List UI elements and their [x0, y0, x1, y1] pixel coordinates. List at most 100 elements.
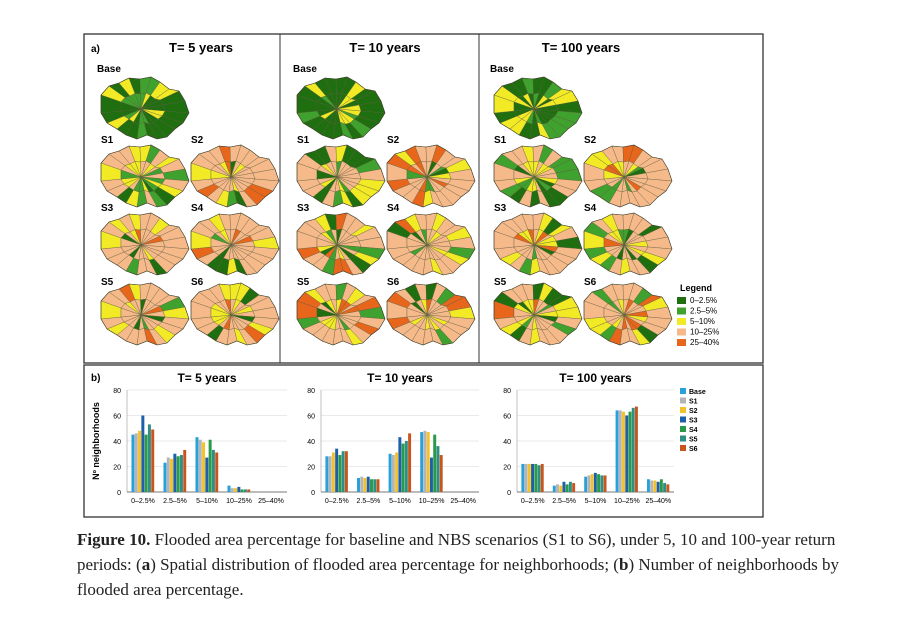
- map-outline: [190, 144, 280, 208]
- map-outline: [100, 212, 190, 276]
- caption-ref-a: a: [141, 555, 151, 574]
- bar-s3: [656, 481, 660, 492]
- scenario-label: S6: [387, 277, 400, 288]
- bar-s6: [603, 475, 607, 492]
- flood-map-s6-t0: [190, 282, 280, 346]
- flood-map-base-t0: [100, 76, 190, 140]
- neighborhood-cell: [120, 237, 142, 248]
- legend-swatch: [680, 416, 686, 423]
- chart-legend-label: S2: [689, 408, 698, 415]
- bar-s1: [423, 430, 427, 492]
- scenario-label: S6: [191, 277, 204, 288]
- y-tick-label: 40: [503, 439, 511, 446]
- y-tick-label: 40: [307, 439, 315, 446]
- bar-s1: [650, 480, 654, 492]
- bar-s4: [144, 434, 148, 492]
- flood-map-s5-t1: [296, 282, 386, 346]
- neighborhood-cell: [316, 237, 338, 248]
- y-tick-label: 80: [113, 388, 121, 395]
- flood-map-s6-t1: [386, 282, 476, 346]
- y-tick-label: 60: [113, 414, 121, 421]
- y-tick-label: 80: [307, 388, 315, 395]
- neighborhood-cell: [513, 101, 535, 112]
- flood-map-s6-t2: [583, 282, 673, 346]
- panel-a-maps: a) T= 5 years T= 10 years T= 100 years B…: [83, 33, 764, 364]
- x-tick-label: 25–40%: [645, 498, 671, 505]
- neighborhood-cell: [210, 237, 232, 248]
- legend-swatch: [680, 407, 686, 413]
- bar-chart-0: T= 5 years 0 20 40 60 80 0–2.5% 2.5–5% 5–10% 10–2…: [113, 371, 287, 505]
- scenario-label: S2: [584, 135, 597, 146]
- bar-s6: [344, 451, 348, 492]
- y-tick-label: 0: [311, 490, 315, 497]
- bar-s4: [565, 484, 569, 492]
- period-title-10: T= 10 years: [349, 40, 420, 55]
- neighborhood-cell: [210, 307, 232, 318]
- bar-s5: [373, 479, 377, 492]
- bar-s6: [666, 484, 670, 492]
- bar-s1: [587, 475, 591, 492]
- bar-s4: [208, 439, 212, 492]
- bar-base: [357, 477, 360, 492]
- legend-item-label: 10–25%: [690, 328, 719, 337]
- legend-swatch: [680, 388, 686, 394]
- y-tick-label: 20: [113, 465, 121, 472]
- bar-s4: [176, 456, 180, 492]
- flood-map-s1-t1: [296, 144, 386, 208]
- flood-map-s2-t0: [190, 144, 280, 208]
- bar-s5: [211, 449, 215, 492]
- scenario-label: S5: [494, 277, 507, 288]
- flood-map-s4-t1: [386, 212, 476, 276]
- map-outline: [583, 212, 673, 276]
- legend-swatch: [677, 318, 686, 325]
- neighborhood-cell: [406, 307, 428, 318]
- legend-swatch: [680, 426, 686, 432]
- map-outline: [386, 144, 476, 208]
- y-tick-label: 0: [117, 490, 121, 497]
- period-title-100: T= 100 years: [542, 40, 620, 55]
- bar-s3: [141, 415, 145, 492]
- bar-base: [195, 437, 199, 492]
- y-tick-label: 40: [113, 439, 121, 446]
- legend-item-label: 0–2.5%: [690, 296, 717, 305]
- bar-s4: [628, 411, 632, 492]
- bar-s5: [147, 424, 151, 492]
- legend-swatch: [677, 328, 686, 336]
- bar-s2: [331, 452, 335, 492]
- map-outline: [296, 282, 386, 346]
- caption-text: Flooded area percentage for baseline and…: [77, 530, 836, 574]
- map-outline: [296, 144, 386, 208]
- bar-s3: [398, 437, 402, 492]
- y-tick-label: 60: [307, 414, 315, 421]
- map-outline: [583, 144, 673, 208]
- neighborhood-cell: [513, 237, 535, 248]
- legend-swatch: [680, 445, 686, 451]
- neighborhood-cell: [603, 307, 625, 318]
- scenario-label: S6: [584, 277, 597, 288]
- flood-map-s2-t1: [386, 144, 476, 208]
- flood-map-base-t1: [296, 76, 386, 140]
- bar-base: [131, 434, 135, 492]
- bar-s5: [600, 475, 604, 492]
- bar-s3: [205, 457, 209, 492]
- bar-s4: [240, 489, 244, 492]
- scenario-label: S3: [297, 203, 310, 214]
- scenario-label: S5: [297, 277, 310, 288]
- bar-s2: [527, 463, 531, 492]
- bar-s1: [391, 455, 395, 492]
- panel-b-charts: b) Nº neighborhoods T= 5 years 0 20 40 60 80 0…: [83, 364, 764, 518]
- flood-map-s5-t2: [493, 282, 583, 346]
- neighborhood-cell: [603, 237, 625, 248]
- flood-map-base-t2: [493, 76, 583, 140]
- bar-s2: [653, 480, 657, 492]
- bar-base: [615, 410, 619, 492]
- scenario-label: S4: [387, 203, 400, 214]
- bar-chart-2: T= 100 years 0 20 40 60 80 0–2.5% 2.5–5% 5–10% 10…: [503, 371, 706, 505]
- chart-legend-label: S3: [689, 418, 698, 425]
- bar-s5: [537, 465, 541, 492]
- map-outline: [493, 144, 583, 208]
- chart-legend-label: Base: [689, 389, 706, 396]
- bar-s2: [622, 411, 625, 492]
- x-tick-label: 25–40%: [450, 498, 476, 505]
- bar-s6: [408, 433, 412, 492]
